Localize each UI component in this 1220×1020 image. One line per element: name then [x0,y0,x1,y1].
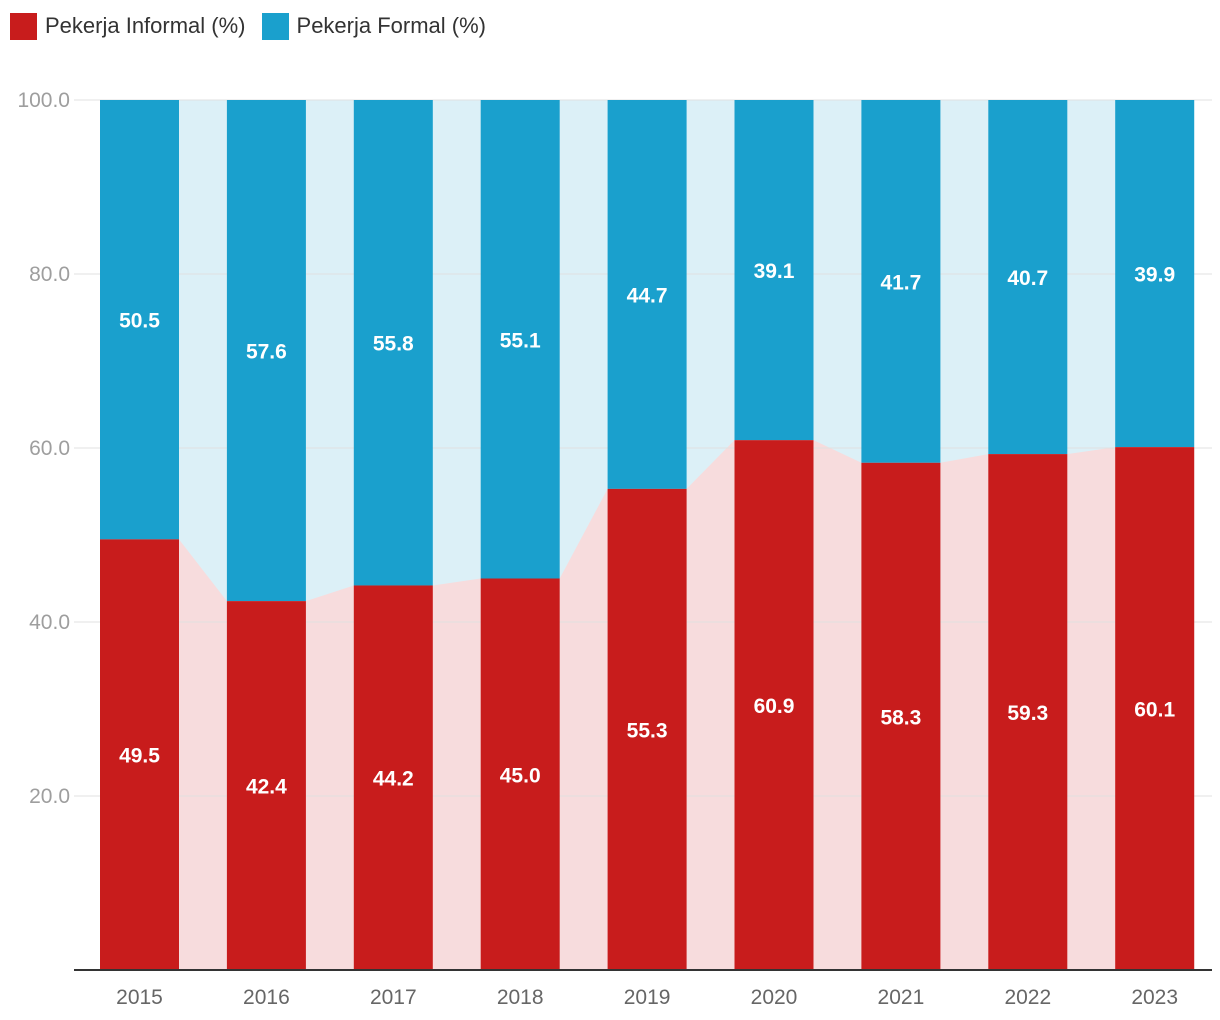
x-tick-label: 2020 [751,986,798,1009]
legend-item-informal[interactable]: Pekerja Informal (%) [10,12,246,40]
data-label-formal: 50.5 [119,310,160,333]
y-tick-label: 20.0 [29,785,70,808]
data-label-informal: 60.1 [1134,699,1175,722]
data-label-informal: 44.2 [373,768,414,791]
y-tick-label: 80.0 [29,263,70,286]
legend-label-informal: Pekerja Informal (%) [45,13,246,38]
bar-formal-2020[interactable] [734,100,814,441]
x-tick-label: 2015 [116,986,163,1009]
x-tick-label: 2016 [243,986,290,1009]
x-tick-label: 2018 [497,986,544,1009]
legend-item-formal[interactable]: Pekerja Formal (%) [261,12,486,40]
data-label-formal: 40.7 [1007,267,1048,290]
legend: Pekerja Informal (%) Pekerja Formal (%) [10,10,502,42]
x-tick-label: 2021 [878,986,925,1009]
bar-formal-2021[interactable] [861,100,941,463]
data-label-informal: 60.9 [754,695,795,718]
bar-formal-2019[interactable] [607,100,687,489]
y-tick-label: 60.0 [29,437,70,460]
bar-informal-2015[interactable] [100,539,179,970]
x-tick-label: 2019 [624,986,671,1009]
data-label-formal: 55.1 [500,329,541,352]
y-tick-label: 40.0 [29,611,70,634]
bar-informal-2020[interactable] [734,440,814,970]
data-label-formal: 44.7 [627,284,668,307]
x-tick-label: 2017 [370,986,417,1009]
y-tick-label: 100.0 [17,89,70,112]
data-label-formal: 57.6 [246,341,287,364]
data-label-informal: 42.4 [246,776,287,799]
x-tick-label: 2023 [1131,986,1178,1009]
bar-informal-2021[interactable] [861,462,941,970]
legend-swatch-formal [261,12,289,40]
bar-informal-2017[interactable] [353,585,433,970]
bar-formal-2022[interactable] [988,100,1068,455]
legend-label-formal: Pekerja Formal (%) [296,13,486,38]
bar-informal-2019[interactable] [607,488,687,970]
data-label-formal: 55.8 [373,333,414,356]
bar-formal-2016[interactable] [226,100,306,602]
bar-informal-2016[interactable] [226,601,306,970]
bar-formal-2023[interactable] [1115,100,1195,448]
data-label-informal: 59.3 [1007,702,1048,725]
bar-formal-2017[interactable] [353,100,433,586]
bar-formal-2015[interactable] [100,100,179,540]
data-label-formal: 41.7 [880,271,921,294]
data-label-informal: 45.0 [500,764,541,787]
data-label-informal: 58.3 [880,706,921,729]
bar-formal-2018[interactable] [480,100,560,579]
data-label-formal: 39.1 [754,260,795,283]
data-label-formal: 39.9 [1134,264,1175,287]
x-tick-label: 2022 [1004,986,1051,1009]
bar-informal-2018[interactable] [480,578,560,971]
bar-informal-2022[interactable] [988,454,1068,971]
legend-swatch-informal [10,12,37,40]
data-label-informal: 55.3 [627,719,668,742]
bar-informal-2023[interactable] [1115,447,1195,970]
data-label-informal: 49.5 [119,745,160,768]
